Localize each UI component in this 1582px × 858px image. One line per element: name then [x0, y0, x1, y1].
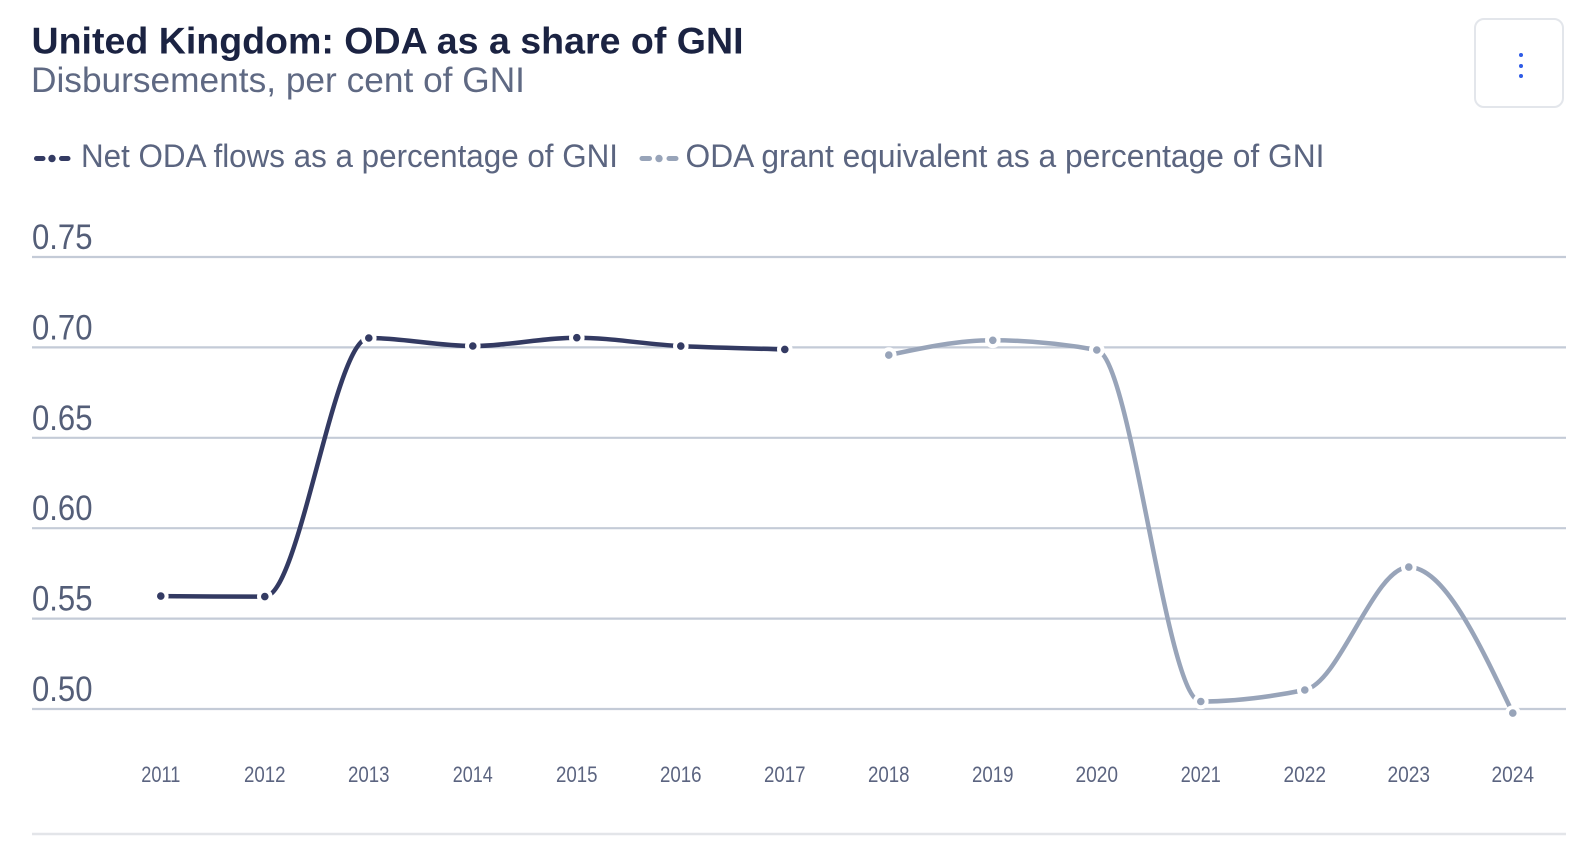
- svg-text:0.50: 0.50: [32, 670, 93, 709]
- svg-text:0.75: 0.75: [32, 218, 93, 257]
- svg-text:0.65: 0.65: [32, 399, 93, 438]
- svg-text:2015: 2015: [556, 762, 598, 787]
- svg-text:2011: 2011: [141, 762, 180, 787]
- svg-text:2022: 2022: [1284, 762, 1327, 787]
- svg-text:2013: 2013: [348, 762, 390, 787]
- svg-text:0.55: 0.55: [32, 580, 93, 619]
- svg-text:2014: 2014: [453, 762, 493, 787]
- svg-text:2016: 2016: [660, 762, 702, 787]
- svg-text:United Kingdom: ODA as a share: United Kingdom: ODA as a share of GNI: [32, 21, 744, 62]
- svg-text:2021: 2021: [1181, 762, 1221, 787]
- svg-text:0.60: 0.60: [32, 489, 93, 528]
- svg-text:Net ODA flows as a percentage: Net ODA flows as a percentage of GNI: [81, 138, 618, 174]
- svg-text:2018: 2018: [868, 762, 910, 787]
- svg-text:2017: 2017: [764, 762, 806, 787]
- svg-text:2023: 2023: [1388, 762, 1431, 787]
- svg-text:Disbursements, per cent of GNI: Disbursements, per cent of GNI: [31, 61, 525, 100]
- svg-text:2012: 2012: [244, 762, 286, 787]
- svg-text:2024: 2024: [1492, 762, 1535, 787]
- svg-text:0.70: 0.70: [32, 308, 93, 347]
- svg-text:2019: 2019: [972, 762, 1014, 787]
- svg-text:ODA grant equivalent as a perc: ODA grant equivalent as a percentage of …: [686, 138, 1325, 174]
- svg-text:2020: 2020: [1076, 762, 1119, 787]
